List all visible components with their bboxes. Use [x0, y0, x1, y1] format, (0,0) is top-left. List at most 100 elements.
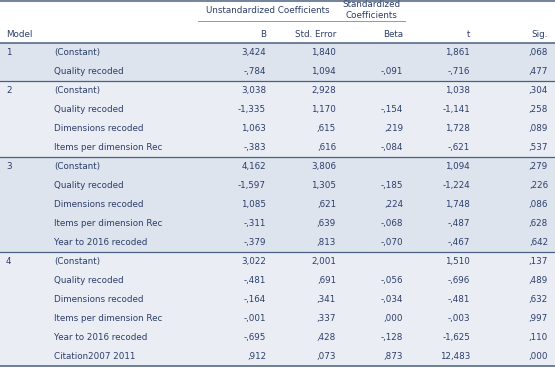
Text: ,000: ,000	[528, 352, 548, 361]
Text: -,034: -,034	[381, 295, 403, 304]
Text: 3,806: 3,806	[311, 162, 336, 171]
Text: -,695: -,695	[244, 333, 266, 342]
Text: 1: 1	[6, 48, 12, 57]
Text: Dimensions recoded: Dimensions recoded	[54, 200, 144, 209]
Text: -,056: -,056	[381, 276, 403, 285]
Text: Year to 2016 recoded: Year to 2016 recoded	[54, 333, 148, 342]
Text: ,110: ,110	[529, 333, 548, 342]
Text: -1,224: -1,224	[442, 181, 470, 190]
Text: Quality recoded: Quality recoded	[54, 105, 124, 114]
Text: ,813: ,813	[316, 238, 336, 247]
Text: ,224: ,224	[384, 200, 403, 209]
Text: 3,038: 3,038	[241, 86, 266, 95]
Text: ,258: ,258	[528, 105, 548, 114]
Text: 3,424: 3,424	[241, 48, 266, 57]
Text: ,428: ,428	[317, 333, 336, 342]
Text: Model: Model	[6, 30, 32, 39]
Text: -,084: -,084	[381, 143, 403, 152]
Bar	[0, 81, 555, 100]
Text: -,379: -,379	[244, 238, 266, 247]
Text: 12,483: 12,483	[440, 352, 470, 361]
Text: Beta: Beta	[383, 30, 403, 39]
Text: (Constant): (Constant)	[54, 48, 100, 57]
Text: B: B	[260, 30, 266, 39]
Text: 1,748: 1,748	[445, 200, 470, 209]
Text: -,164: -,164	[244, 295, 266, 304]
Text: ,086: ,086	[528, 200, 548, 209]
Text: ,073: ,073	[316, 352, 336, 361]
Text: ,068: ,068	[528, 48, 548, 57]
Text: Standardized
Coefficients: Standardized Coefficients	[342, 0, 401, 20]
Text: ,341: ,341	[317, 295, 336, 304]
Text: 1,861: 1,861	[445, 48, 470, 57]
Text: 4: 4	[6, 257, 12, 266]
Text: -,068: -,068	[381, 219, 403, 228]
Text: -,185: -,185	[381, 181, 403, 190]
Text: -1,625: -1,625	[442, 333, 470, 342]
Text: ,337: ,337	[316, 314, 336, 323]
Text: -,001: -,001	[244, 314, 266, 323]
Text: -,154: -,154	[381, 105, 403, 114]
Text: ,226: ,226	[529, 181, 548, 190]
Text: 1,038: 1,038	[445, 86, 470, 95]
Text: (Constant): (Constant)	[54, 257, 100, 266]
Text: (Constant): (Constant)	[54, 162, 100, 171]
Text: -,467: -,467	[448, 238, 470, 247]
Text: 1,063: 1,063	[241, 124, 266, 133]
Text: ,621: ,621	[317, 200, 336, 209]
Text: ,912: ,912	[247, 352, 266, 361]
Text: ,997: ,997	[529, 314, 548, 323]
Text: ,628: ,628	[529, 219, 548, 228]
Text: (Constant): (Constant)	[54, 86, 100, 95]
Bar	[0, 271, 555, 290]
Bar	[0, 157, 555, 176]
Text: 4,162: 4,162	[241, 162, 266, 171]
Text: 1,085: 1,085	[241, 200, 266, 209]
Text: 3: 3	[6, 162, 12, 171]
Text: 1,510: 1,510	[445, 257, 470, 266]
Text: 2: 2	[6, 86, 12, 95]
Text: -1,597: -1,597	[238, 181, 266, 190]
Bar	[0, 119, 555, 138]
Text: -,481: -,481	[448, 295, 470, 304]
Text: -1,141: -1,141	[442, 105, 470, 114]
Bar	[0, 309, 555, 328]
Bar	[0, 0, 555, 43]
Bar	[0, 233, 555, 252]
Text: ,304: ,304	[528, 86, 548, 95]
Text: -,091: -,091	[381, 67, 403, 76]
Text: 2,001: 2,001	[311, 257, 336, 266]
Text: Dimensions recoded: Dimensions recoded	[54, 295, 144, 304]
Bar	[0, 214, 555, 233]
Text: Citation2007 2011: Citation2007 2011	[54, 352, 135, 361]
Bar	[0, 195, 555, 214]
Text: -,784: -,784	[244, 67, 266, 76]
Text: ,616: ,616	[317, 143, 336, 152]
Text: Items per dimension Rec: Items per dimension Rec	[54, 314, 163, 323]
Text: -1,335: -1,335	[238, 105, 266, 114]
Bar	[0, 62, 555, 81]
Text: Year to 2016 recoded: Year to 2016 recoded	[54, 238, 148, 247]
Bar	[0, 290, 555, 309]
Text: ,279: ,279	[529, 162, 548, 171]
Text: ,642: ,642	[529, 238, 548, 247]
Text: ,537: ,537	[528, 143, 548, 152]
Text: ,873: ,873	[384, 352, 403, 361]
Text: 3,022: 3,022	[241, 257, 266, 266]
Text: Std. Error: Std. Error	[295, 30, 336, 39]
Text: 1,305: 1,305	[311, 181, 336, 190]
Bar	[0, 176, 555, 195]
Text: ,000: ,000	[384, 314, 403, 323]
Text: ,477: ,477	[528, 67, 548, 76]
Text: ,632: ,632	[529, 295, 548, 304]
Text: -,128: -,128	[381, 333, 403, 342]
Text: Quality recoded: Quality recoded	[54, 181, 124, 190]
Text: ,489: ,489	[529, 276, 548, 285]
Text: ,615: ,615	[317, 124, 336, 133]
Text: Items per dimension Rec: Items per dimension Rec	[54, 143, 163, 152]
Text: -,487: -,487	[447, 219, 470, 228]
Bar	[0, 252, 555, 271]
Text: Items per dimension Rec: Items per dimension Rec	[54, 219, 163, 228]
Text: -,481: -,481	[244, 276, 266, 285]
Text: -,383: -,383	[244, 143, 266, 152]
